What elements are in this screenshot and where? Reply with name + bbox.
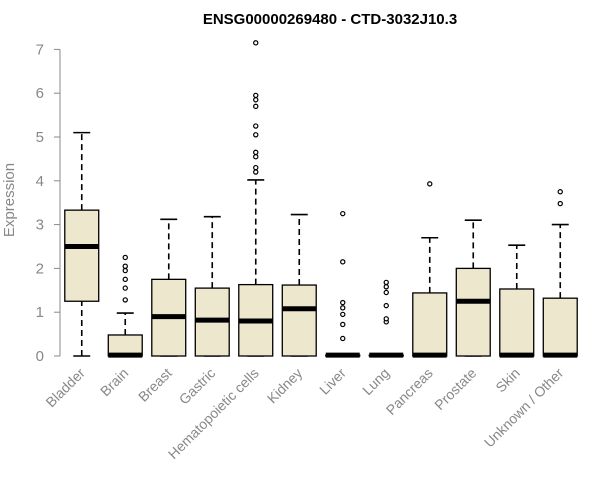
x-tick-label: Prostate [431,365,479,413]
x-tick-label: Lung [359,365,392,398]
box-prostate [455,219,491,357]
outlier-point [427,181,433,187]
outlier-point [340,299,346,306]
y-tick-label: 7 [36,41,44,58]
y-tick-label: 4 [36,173,44,190]
iqr-box [281,284,317,357]
outlier-point [253,92,259,99]
outlier-point [253,123,259,129]
y-tick-label: 1 [36,304,44,321]
box-kidney [281,213,317,357]
y-tick-label: 2 [36,260,44,277]
y-tick-label: 3 [36,217,44,234]
outlier-point [340,335,346,342]
outlier-point [122,276,128,283]
outlier-point [383,302,389,309]
outlier-point [340,259,346,265]
iqr-box [412,292,448,357]
outlier-point [122,263,128,269]
y-tick-label: 5 [36,129,44,146]
outlier-point [383,289,389,296]
box-pancreas [412,181,448,358]
x-tick-label: Pancreas [383,365,436,418]
iqr-box [64,209,100,302]
y-axis: 0 1 2 3 4 5 6 7 [36,41,61,365]
box-hematopoietic-cells [238,40,274,357]
x-tick-label: Unknown / Other [481,365,567,451]
x-tick-label: Liver [316,365,349,398]
outlier-point [557,200,563,207]
x-tick-label: Bladder [42,365,88,411]
x-tick-label: Brain [97,365,131,399]
box-brain [107,254,143,358]
outlier-point [253,154,259,160]
outlier-point [253,164,259,171]
outlier-point [557,189,563,195]
x-tick-label: Kidney [264,365,306,407]
box-lung [368,279,404,358]
iqr-box [542,297,578,357]
outlier-point [122,254,128,261]
boxes-layer [64,40,578,358]
box-gastric [194,215,230,357]
outlier-point [122,297,128,303]
outlier-point [122,267,128,274]
outlier-point [253,97,259,103]
y-axis-label: Expression [1,163,18,237]
iqr-box [455,267,491,357]
outlier-point [340,210,346,217]
box-skin [499,244,535,358]
outlier-point [122,285,128,291]
outlier-point [383,279,389,286]
box-liver [325,210,361,358]
outlier-point [340,311,346,318]
outlier-point [340,305,346,311]
iqr-box [499,288,535,357]
outlier-point [340,321,346,328]
outlier-point [253,103,259,110]
box-breast [151,218,187,357]
x-tick-label: Gastric [176,365,219,408]
outlier-point [253,132,259,138]
outlier-point [383,316,389,322]
y-tick-label: 0 [36,348,44,365]
outlier-point [253,169,259,175]
chart-title: ENSG00000269480 - CTD-3032J10.3 [203,11,457,28]
x-tick-label: Skin [492,365,523,396]
box-unknown-other [542,189,578,358]
x-tick-label: Breast [135,365,175,405]
outlier-point [253,149,259,156]
outlier-point [253,40,259,46]
y-tick-label: 6 [36,85,44,102]
box-bladder [64,131,100,357]
outlier-point [383,284,389,290]
